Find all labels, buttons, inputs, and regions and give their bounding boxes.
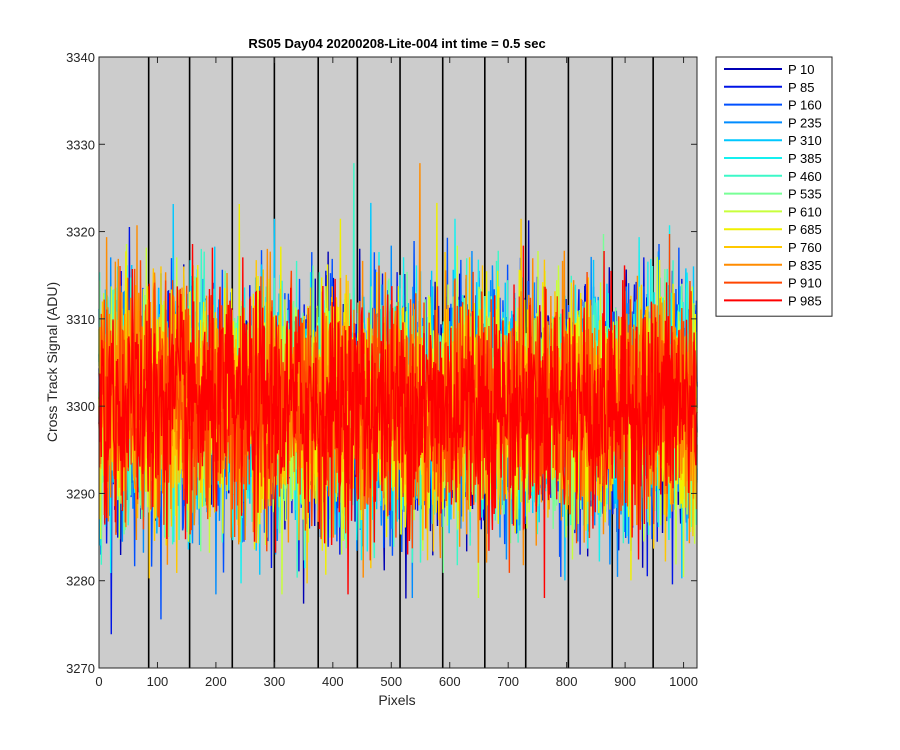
legend-label: P 910 bbox=[788, 276, 822, 291]
series-line bbox=[98, 243, 698, 599]
legend-label: P 310 bbox=[788, 133, 822, 148]
x-tick-label: 600 bbox=[439, 674, 461, 689]
axes: 0 100 200 300 400 500 600 700 800 900 1000 3270 3280… bbox=[66, 50, 698, 689]
x-tick-label: 500 bbox=[380, 674, 402, 689]
x-tick-label: 700 bbox=[497, 674, 519, 689]
legend-label: P 835 bbox=[788, 258, 822, 273]
y-axis-label: Cross Track Signal (ADU) bbox=[44, 282, 60, 442]
x-tick-label: 100 bbox=[147, 674, 169, 689]
y-tick-label: 3290 bbox=[66, 486, 95, 501]
legend-label: P 610 bbox=[788, 204, 822, 219]
legend-label: P 685 bbox=[788, 222, 822, 237]
legend-label: P 760 bbox=[788, 240, 822, 255]
x-tick-label: 400 bbox=[322, 674, 344, 689]
chart-title: RS05 Day04 20200208-Lite-004 int time = … bbox=[248, 36, 545, 51]
legend-label: P 235 bbox=[788, 115, 822, 130]
legend-label: P 385 bbox=[788, 151, 822, 166]
x-tick-label: 200 bbox=[205, 674, 227, 689]
axes-box bbox=[98, 56, 698, 669]
y-tick-label: 3340 bbox=[66, 50, 95, 65]
legend: P 10 P 85 P 160 P 235 P 310 P 385 P 460 P 535 P … bbox=[715, 56, 833, 317]
y-tick-label: 3270 bbox=[66, 661, 95, 676]
x-tick-label: 800 bbox=[556, 674, 578, 689]
series-lines bbox=[98, 163, 698, 635]
x-axis-label: Pixels bbox=[378, 692, 415, 708]
legend-label: P 85 bbox=[788, 80, 815, 95]
x-tick-label: 0 bbox=[95, 674, 102, 689]
y-tick-label: 3330 bbox=[66, 137, 95, 152]
x-tick-label: 1000 bbox=[669, 674, 698, 689]
legend-label: P 10 bbox=[788, 62, 815, 77]
legend-label: P 985 bbox=[788, 293, 822, 308]
legend-box bbox=[715, 56, 833, 317]
x-tick-label: 900 bbox=[614, 674, 636, 689]
y-tick-label: 3300 bbox=[66, 399, 95, 414]
legend-label: P 460 bbox=[788, 169, 822, 184]
legend-label: P 535 bbox=[788, 187, 822, 202]
y-tick-label: 3320 bbox=[66, 225, 95, 240]
x-tick-label: 300 bbox=[264, 674, 286, 689]
legend-label: P 160 bbox=[788, 98, 822, 113]
y-tick-label: 3310 bbox=[66, 312, 95, 327]
y-tick-label: 3280 bbox=[66, 574, 95, 589]
